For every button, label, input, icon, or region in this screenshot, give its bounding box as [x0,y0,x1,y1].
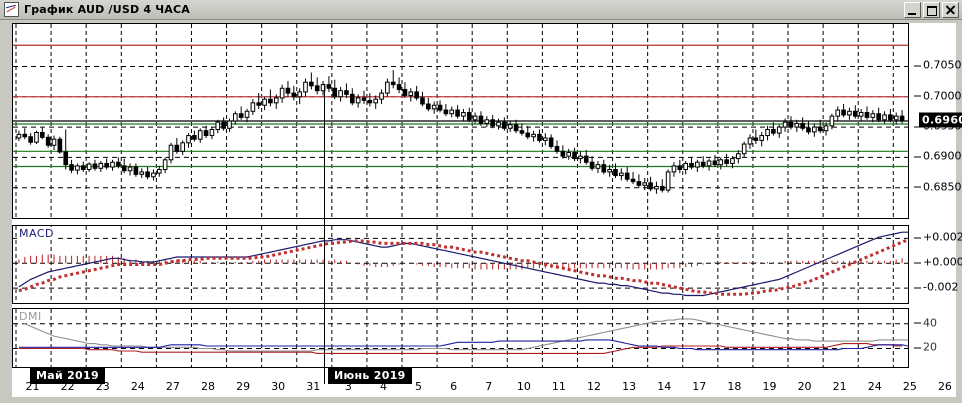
date-tick: 25 [902,380,917,393]
date-tick: 24 [867,380,882,393]
date-tick: 5 [415,380,423,393]
axis-tick: 0.7050 [914,58,962,72]
date-tick: 10 [516,380,531,393]
macd-label: MACD [17,227,56,240]
date-tick: 20 [797,380,812,393]
date-tick: 7 [485,380,493,393]
window-controls [904,2,959,18]
maximize-button[interactable] [923,2,940,18]
axis-tick: 0.7000 [914,89,962,103]
date-tick: 13 [622,380,637,393]
macd-axis: +0.002 +0.000 -0.002 [913,225,962,304]
dmi-panel[interactable]: DMI [12,308,909,368]
date-tick: 28 [201,380,215,393]
date-tick: 12 [587,380,602,393]
date-tick: 30 [271,380,286,393]
axis-tick: 20 [914,340,937,354]
macd-panel[interactable]: MACD [12,225,909,304]
window-title: График AUD /USD 4 ЧАСА [24,3,190,16]
current-price-badge: 0.6960 [919,112,962,128]
window-titlebar: График AUD /USD 4 ЧАСА [0,0,962,20]
date-tick: 3 [344,380,352,393]
date-tick: 31 [306,380,321,393]
date-axis: 21 22 23 24 27 28 29 30 31 3 4 5 6 7 10 11 12 13 14 17 18 19 2… [12,84,952,396]
axis-tick: +0.000 [914,255,962,269]
month-separator [324,84,325,384]
date-tick: 27 [165,380,180,393]
date-tick: 11 [551,380,566,393]
month-label: Май 2019 [30,368,105,384]
axis-tick: 0.6850 [914,180,962,194]
date-tick: 26 [937,380,952,393]
close-button[interactable] [942,2,959,18]
date-tick: 4 [379,380,387,393]
dmi-axis: 40 20 [913,308,962,368]
dmi-label: DMI [17,310,44,323]
minimize-button[interactable] [904,2,921,18]
date-tick: 21 [832,380,847,393]
month-label: Июнь 2019 [328,368,412,384]
date-tick: 17 [692,380,707,393]
axis-tick: +0.002 [914,230,962,244]
date-tick: 29 [236,380,251,393]
axis-tick: -0.002 [913,280,959,294]
date-tick: 14 [657,380,672,393]
date-tick: 18 [727,380,742,393]
date-tick: 24 [130,380,145,393]
date-tick: 6 [450,380,458,393]
date-tick: 19 [762,380,777,393]
axis-tick: 0.6900 [914,149,962,163]
chart-icon [4,2,19,17]
axis-tick: 40 [914,316,937,330]
price-panel[interactable] [12,23,909,219]
